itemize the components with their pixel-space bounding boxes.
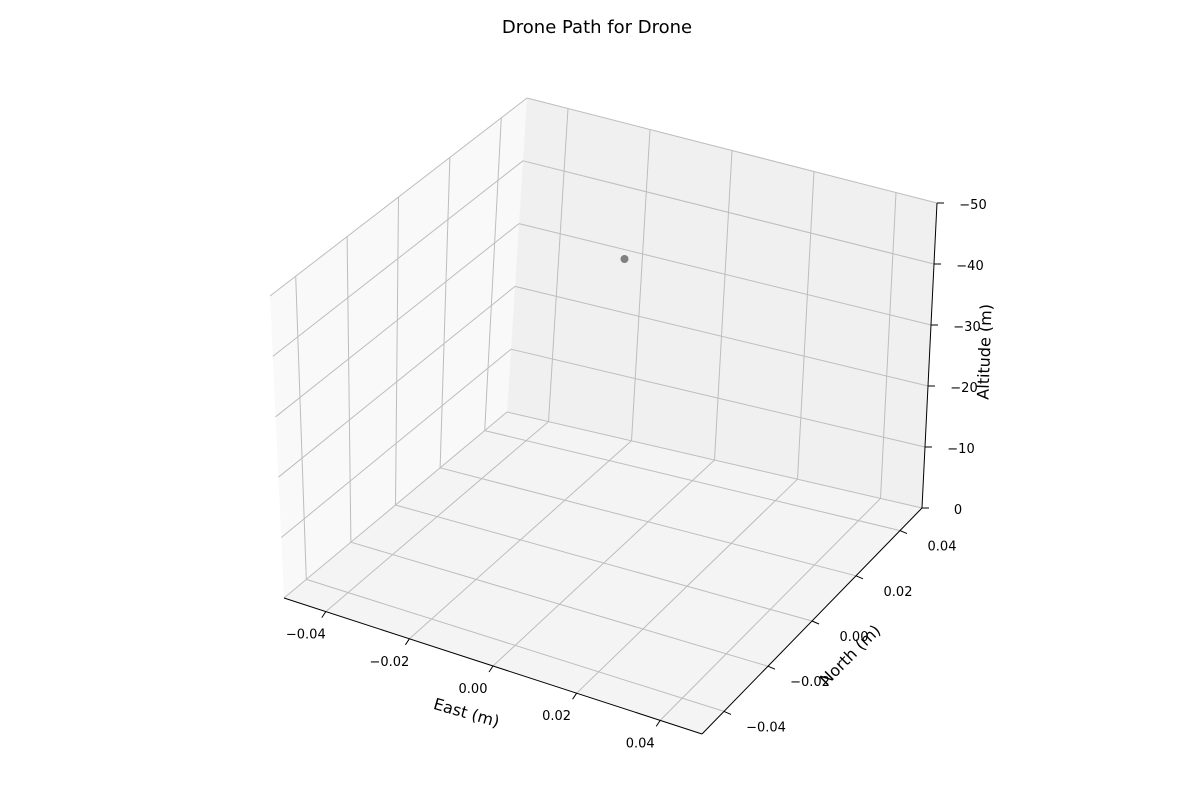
north-tick-label: 0.04: [928, 540, 957, 555]
east-gridline-wall: [880, 192, 897, 499]
east-tick-label: 0.02: [542, 709, 571, 724]
east-tick-label: 0.00: [459, 682, 488, 697]
altitude-tick-label: −10: [947, 442, 974, 457]
altitude-gridline-right: [514, 285, 929, 387]
right-back-pane: [507, 98, 937, 508]
north-gridline-wall: [346, 236, 352, 543]
altitude-gridline-right: [522, 160, 935, 265]
north-gridline-wall: [484, 117, 502, 431]
north-tick-label: −0.04: [746, 720, 786, 735]
east-gridline-wall: [714, 150, 733, 461]
altitude-gridline-left: [275, 223, 520, 418]
north-gridline-floor: [439, 467, 857, 577]
north-tick: [767, 665, 776, 670]
chart-title: Drone Path for Drone: [502, 17, 692, 38]
altitude-gridline-left: [278, 286, 516, 478]
z-axis-label: Altitude (m): [973, 304, 995, 400]
north-tick: [723, 710, 732, 715]
altitude-tick-label: −30: [953, 320, 980, 335]
east-tick-label: −0.02: [369, 655, 409, 670]
data-points: [620, 255, 629, 263]
north-tick: [855, 575, 864, 580]
north-tick-label: 0.02: [884, 585, 913, 600]
floor-pane: [284, 412, 922, 734]
altitude-gridline-left: [272, 160, 524, 357]
altitude-tick-label: −50: [959, 198, 986, 213]
north-tick: [811, 620, 820, 625]
north-gridline-wall: [295, 276, 307, 580]
altitude-gridline-right: [510, 348, 926, 448]
x-axis-label: East (m): [431, 694, 501, 731]
north-gridline-floor: [350, 541, 769, 667]
east-gridline-wall: [631, 129, 651, 441]
altitude-gridline-right: [526, 97, 938, 204]
gridlines: [269, 97, 938, 721]
north-gridline-wall: [439, 157, 451, 468]
altitude-tick-label: 0: [954, 503, 962, 518]
east-tick: [572, 692, 578, 700]
north-gridline-floor: [395, 504, 813, 622]
altitude-gridline-left: [280, 348, 512, 538]
drone-position-point: [620, 255, 629, 263]
north-gridline-wall: [395, 196, 399, 506]
east-tick-label: −0.04: [286, 628, 326, 643]
altitude-gridline-left: [283, 411, 508, 599]
east-tick: [655, 720, 661, 727]
north-tick: [899, 530, 908, 535]
north-gridline-floor: [306, 578, 725, 712]
east-gridline-wall: [548, 108, 569, 422]
altitude-gridline-right: [506, 411, 923, 509]
east-tick: [488, 665, 494, 673]
north-gridline-floor: [484, 430, 901, 532]
chart-panes: [270, 98, 937, 734]
altitude-tick-label: −40: [956, 259, 983, 274]
east-tick: [321, 611, 327, 618]
east-tick-label: 0.04: [626, 736, 655, 751]
altitude-gridline-left: [269, 97, 528, 297]
east-gridline-wall: [797, 171, 815, 480]
altitude-axis-line: [921, 202, 938, 509]
north-tick-label: 0.00: [840, 630, 869, 645]
altitude-tick-label: −20: [950, 381, 977, 396]
tick-marks: −0.04 −0.02 0.00 0.02 0.04 −0.04 −0.02 0.00 0.02…: [286, 198, 987, 751]
left-back-pane: [270, 98, 527, 598]
north-tick-label: −0.02: [790, 675, 830, 690]
east-tick: [404, 638, 410, 646]
altitude-gridline-right: [518, 223, 932, 326]
